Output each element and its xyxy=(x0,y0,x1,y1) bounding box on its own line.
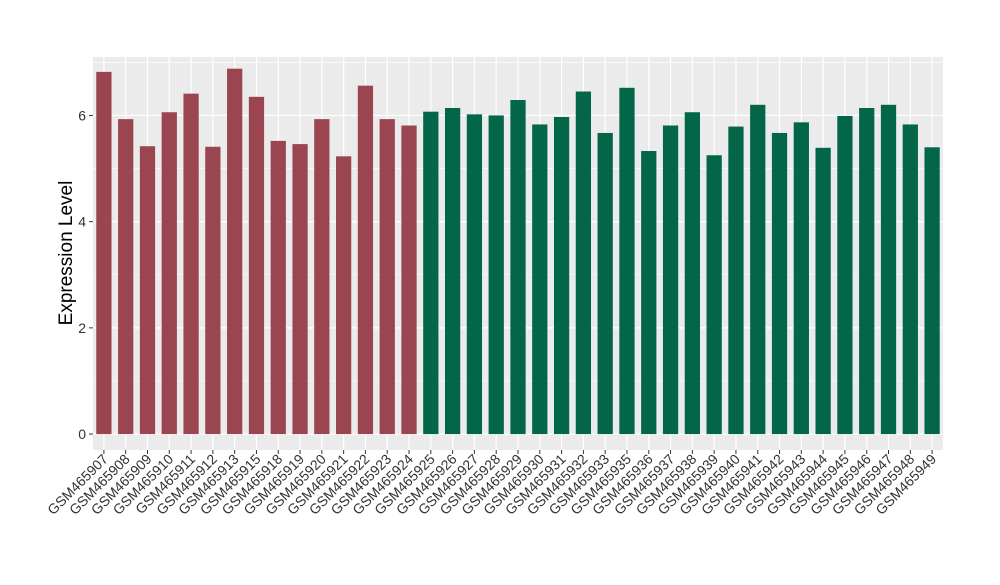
bar xyxy=(510,100,526,435)
y-tick-label: 4 xyxy=(78,214,86,230)
bar xyxy=(553,117,570,435)
bar xyxy=(423,111,439,435)
bar xyxy=(728,126,744,435)
bar xyxy=(270,140,286,435)
bar xyxy=(118,119,134,435)
bar xyxy=(314,119,330,435)
bar xyxy=(444,107,461,435)
bar xyxy=(619,87,635,435)
bar xyxy=(161,112,177,435)
bar xyxy=(532,124,548,435)
bar xyxy=(205,146,221,435)
bar xyxy=(466,114,483,435)
bar xyxy=(139,146,156,435)
bar xyxy=(379,119,395,435)
x-axis: GSM465907GSM465908GSM465909GSM465910GSM4… xyxy=(44,450,939,518)
bar xyxy=(575,91,592,435)
y-tick-label: 2 xyxy=(78,320,86,336)
y-tick-label: 6 xyxy=(78,107,86,123)
bar xyxy=(793,122,809,435)
bar xyxy=(401,125,417,435)
bar xyxy=(750,104,766,435)
bar xyxy=(771,132,788,435)
bar xyxy=(662,125,679,435)
bar xyxy=(488,115,504,435)
bars xyxy=(96,68,940,435)
bar xyxy=(684,112,700,435)
bar xyxy=(815,147,831,435)
bar xyxy=(336,156,352,435)
y-axis-title: Expression Level xyxy=(56,181,77,326)
bar xyxy=(183,93,199,435)
bar xyxy=(902,124,918,435)
bar xyxy=(837,115,853,435)
bar xyxy=(859,107,875,435)
bar xyxy=(227,68,243,435)
bar xyxy=(357,85,374,435)
bar xyxy=(706,155,722,435)
bar xyxy=(924,147,940,435)
bar xyxy=(880,104,897,435)
bar xyxy=(292,144,308,435)
bar xyxy=(96,71,112,435)
bar xyxy=(248,96,265,435)
bar xyxy=(641,151,657,435)
y-tick-label: 0 xyxy=(78,426,86,442)
y-axis: 0 2 4 6 xyxy=(78,107,93,442)
bar xyxy=(597,132,613,435)
